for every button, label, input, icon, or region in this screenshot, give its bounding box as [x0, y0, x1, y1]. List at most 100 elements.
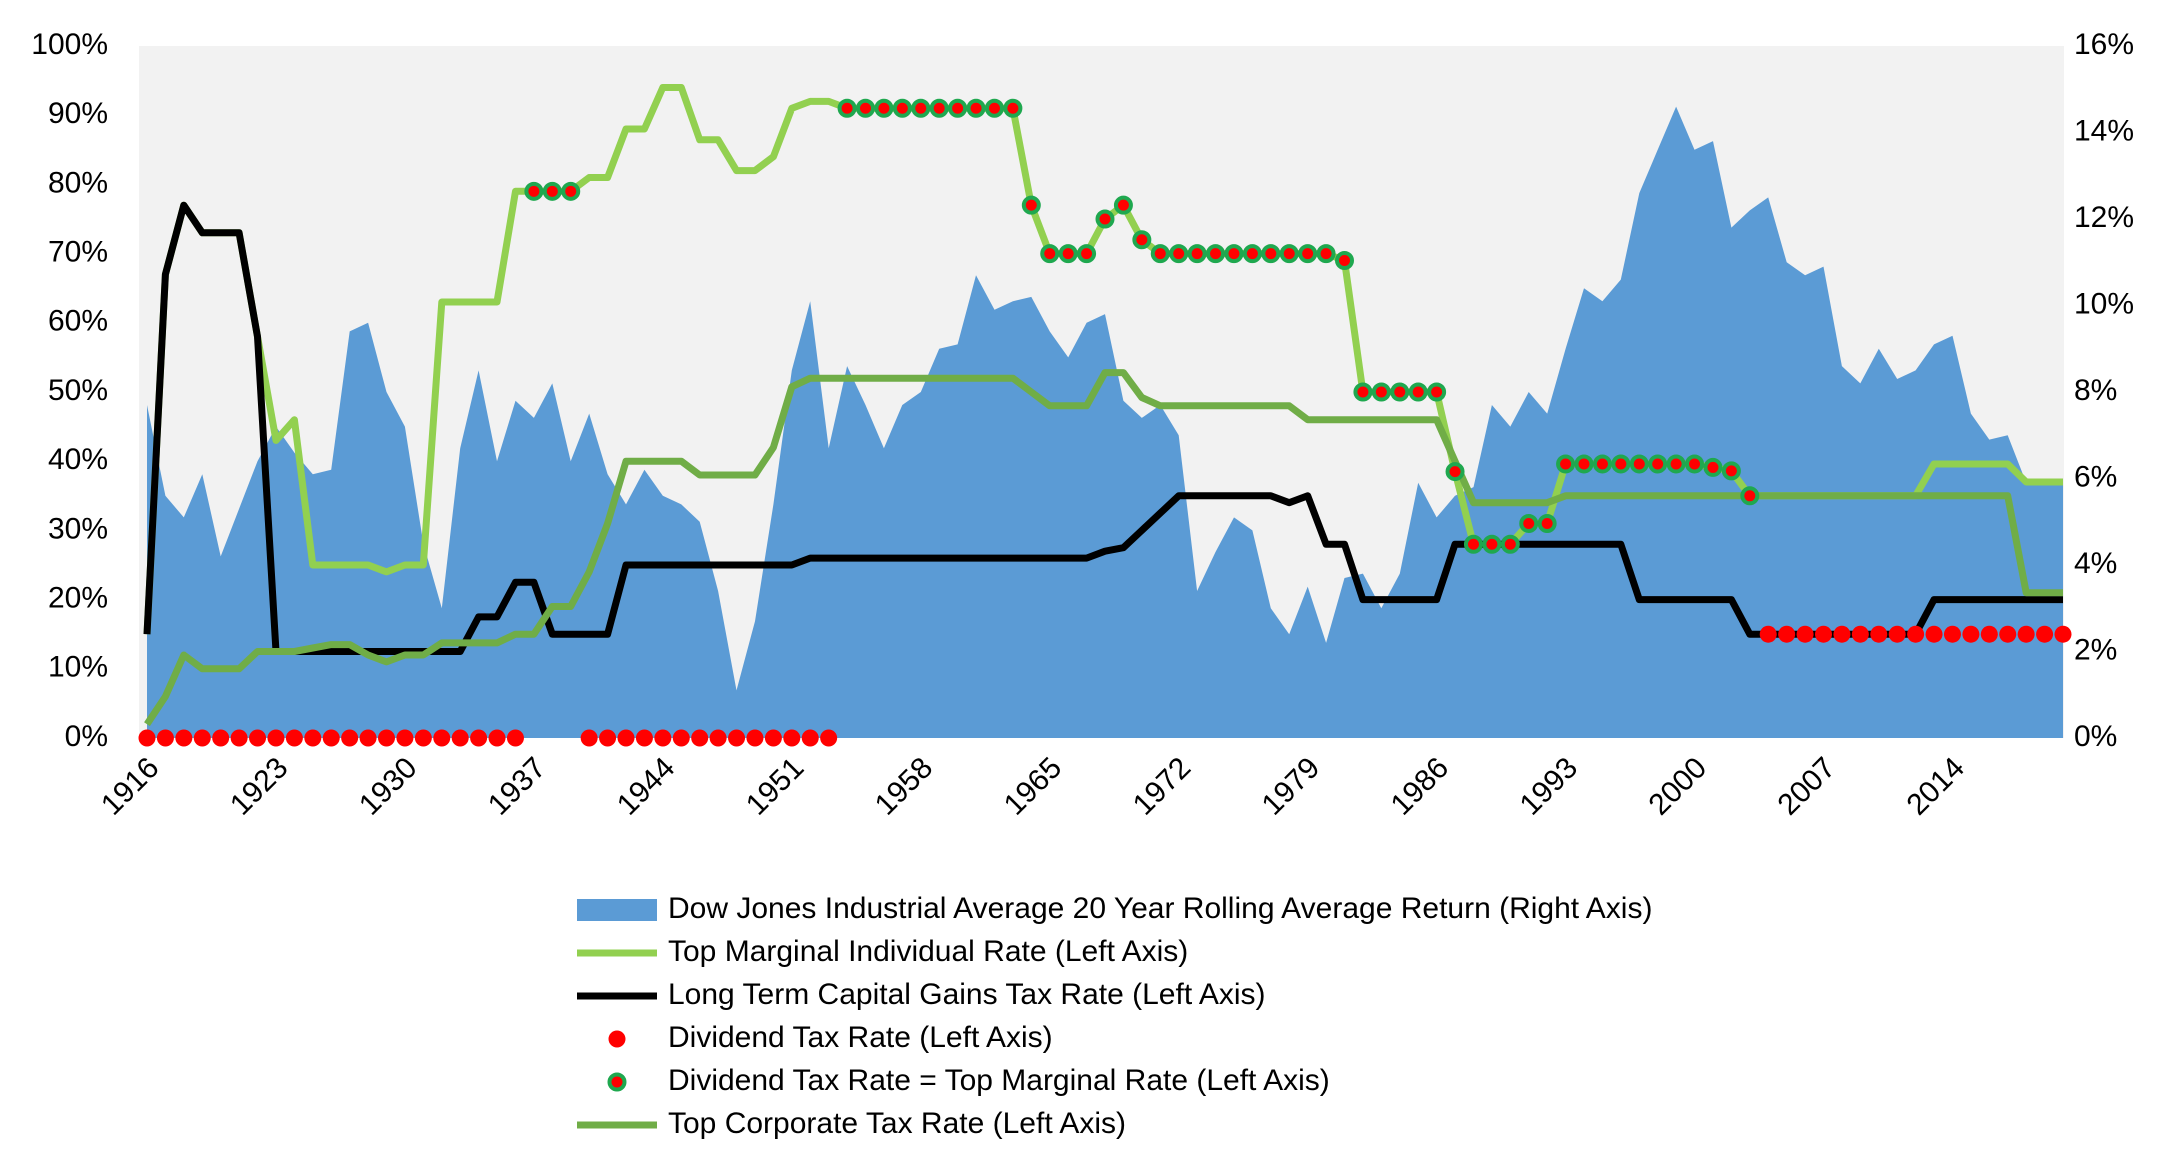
marker — [1611, 454, 1631, 474]
marker — [506, 729, 524, 747]
marker — [433, 729, 451, 747]
area — [147, 106, 2063, 739]
marker — [542, 181, 562, 201]
marker — [378, 729, 395, 747]
marker — [691, 729, 709, 747]
marker — [1113, 195, 1133, 215]
marker — [1851, 625, 1869, 643]
marker — [1500, 534, 1520, 554]
y2-tick-label: 8% — [2074, 374, 2117, 407]
marker — [524, 181, 544, 201]
y2-tick-label: 12% — [2074, 201, 2134, 234]
marker — [1463, 534, 1483, 554]
marker — [1169, 244, 1189, 264]
marker — [1077, 244, 1097, 264]
marker — [1666, 454, 1686, 474]
marker — [929, 98, 949, 118]
marker — [856, 98, 875, 118]
marker — [1187, 244, 1207, 264]
marker — [1427, 382, 1447, 402]
y-tick-label: 20% — [48, 582, 108, 615]
marker — [1740, 486, 1760, 506]
marker — [488, 729, 506, 747]
x-tick-label: 1979 — [1256, 751, 1327, 822]
marker — [451, 729, 469, 747]
x-tick-label: 2000 — [1643, 751, 1714, 822]
marker — [2054, 625, 2072, 643]
marker — [1519, 513, 1539, 533]
marker — [1353, 382, 1373, 402]
marker — [1648, 454, 1668, 474]
x-tick-label: 2007 — [1772, 751, 1843, 822]
marker — [1759, 625, 1777, 643]
y2-tick-label: 4% — [2074, 547, 2117, 580]
y-tick-label: 0% — [65, 720, 108, 753]
marker — [1685, 454, 1705, 474]
marker — [1999, 625, 2017, 643]
marker — [1058, 244, 1078, 264]
marker — [1150, 244, 1170, 264]
marker — [1298, 244, 1318, 264]
x-tick-label: 1986 — [1385, 751, 1456, 822]
marker — [1833, 625, 1851, 643]
marker — [820, 729, 838, 747]
marker — [728, 729, 746, 747]
x-tick-label: 1951 — [740, 751, 811, 822]
marker — [138, 729, 156, 747]
x-tick-label: 1965 — [998, 751, 1069, 822]
y2-tick-label: 14% — [2074, 114, 2134, 147]
y-tick-label: 60% — [48, 305, 108, 338]
marker — [1907, 625, 1925, 643]
marker — [1870, 625, 1888, 643]
marker — [341, 729, 359, 747]
marker — [1390, 382, 1410, 402]
marker — [175, 729, 193, 747]
marker — [1537, 513, 1557, 533]
legend-swatch — [577, 899, 657, 921]
x-tick-label: 1958 — [869, 751, 940, 822]
x-tick-label: 1930 — [353, 751, 424, 822]
x-tick-label: 1944 — [611, 751, 682, 822]
marker — [470, 729, 488, 747]
marker — [1132, 230, 1152, 250]
marker — [1095, 209, 1115, 229]
marker — [561, 181, 581, 201]
x-tick-label: 1972 — [1127, 751, 1198, 822]
marker — [249, 729, 267, 747]
marker — [580, 729, 598, 747]
marker — [1261, 244, 1281, 264]
y-tick-label: 10% — [48, 651, 108, 684]
marker — [617, 729, 635, 747]
marker — [1316, 244, 1336, 264]
marker — [801, 729, 819, 747]
marker — [672, 729, 690, 747]
marker — [892, 98, 912, 118]
marker — [1206, 244, 1226, 264]
marker — [1815, 625, 1832, 643]
y-tick-label: 30% — [48, 512, 108, 545]
marker — [1482, 534, 1502, 554]
marker — [1224, 244, 1244, 264]
marker — [396, 729, 414, 747]
marker — [1371, 382, 1391, 402]
legend-swatch — [607, 1072, 627, 1092]
y-tick-label: 50% — [48, 374, 108, 407]
marker — [1021, 195, 1041, 215]
marker — [322, 729, 340, 747]
marker — [193, 729, 211, 747]
marker — [1556, 454, 1576, 474]
marker — [1721, 461, 1741, 481]
marker — [948, 98, 968, 118]
legend-label: Top Marginal Individual Rate (Left Axis) — [668, 935, 1188, 968]
legend-label: Top Corporate Tax Rate (Left Axis) — [668, 1107, 1126, 1140]
marker — [764, 729, 782, 747]
x-tick-label: 1937 — [482, 751, 553, 822]
marker — [1925, 625, 1943, 643]
legend-label: Long Term Capital Gains Tax Rate (Left A… — [668, 978, 1266, 1011]
marker — [709, 729, 727, 747]
marker — [1778, 625, 1796, 643]
marker — [1796, 625, 1814, 643]
marker — [599, 729, 617, 747]
marker — [1003, 98, 1023, 118]
